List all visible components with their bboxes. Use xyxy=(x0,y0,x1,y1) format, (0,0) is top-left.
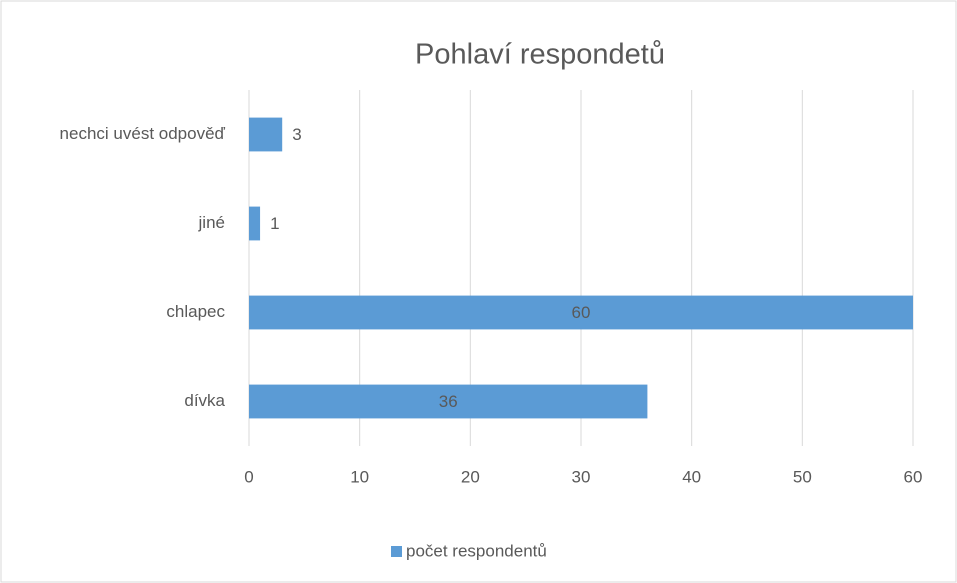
data-label: 60 xyxy=(572,303,591,322)
legend-label: počet respondentů xyxy=(406,541,547,560)
x-tick-label: 0 xyxy=(244,467,253,486)
x-tick-label: 20 xyxy=(461,467,480,486)
x-tick-label: 50 xyxy=(793,467,812,486)
data-label: 1 xyxy=(270,214,279,233)
x-tick-label: 40 xyxy=(682,467,701,486)
legend-swatch xyxy=(391,546,402,557)
y-tick-label: chlapec xyxy=(166,302,225,321)
y-tick-label: nechci uvést odpověď xyxy=(60,124,226,143)
x-tick-label: 60 xyxy=(904,467,923,486)
chart-title: Pohlaví respondetů xyxy=(415,39,665,71)
data-label: 36 xyxy=(439,392,458,411)
bar xyxy=(249,295,913,330)
bar xyxy=(249,206,261,241)
y-tick-label: dívka xyxy=(184,391,225,410)
y-tick-label: jiné xyxy=(198,213,225,232)
x-tick-label: 30 xyxy=(572,467,591,486)
bar xyxy=(249,117,283,152)
data-label: 3 xyxy=(292,125,301,144)
x-tick-label: 10 xyxy=(350,467,369,486)
bar xyxy=(249,384,648,419)
